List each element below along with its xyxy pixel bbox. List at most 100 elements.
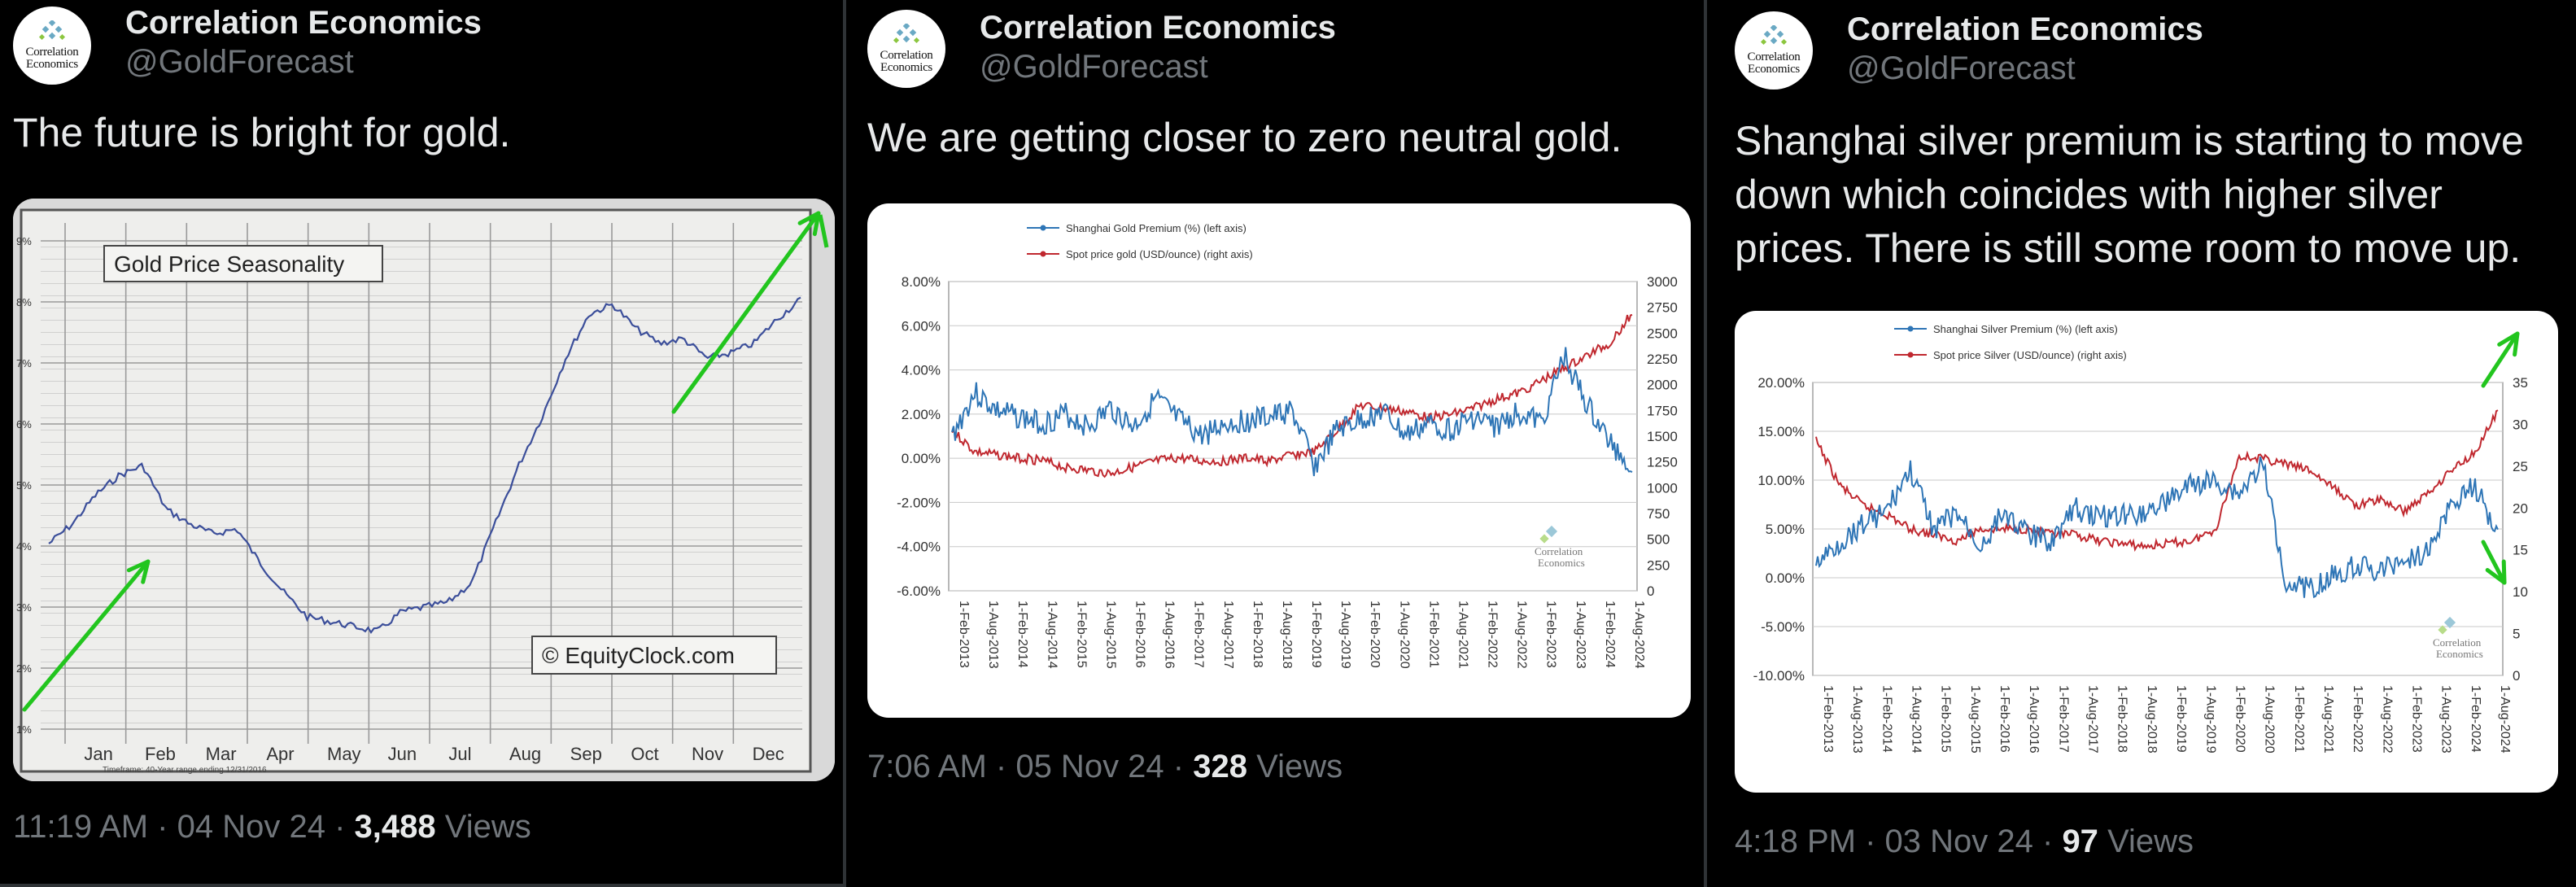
tweet-date[interactable]: 03 Nov 24	[1884, 824, 2033, 859]
y-tick-label: 9%	[16, 235, 32, 247]
x-axis-tick: 1-Aug-2020	[1397, 601, 1411, 669]
left-axis-tick: -6.00%	[897, 583, 941, 599]
annotation-arrow	[2481, 540, 2507, 585]
watermark-text: Economics	[1538, 557, 1585, 569]
left-axis-tick: 0.00%	[1766, 570, 1805, 586]
tweet-media-image[interactable]: Shanghai Silver Premium (%) (left axis) S…	[1735, 311, 2558, 793]
legend-marker	[1040, 225, 1046, 231]
x-axis-tick: 1-Aug-2018	[2145, 685, 2159, 754]
x-axis-tick: 1-Aug-2022	[1515, 601, 1529, 669]
month-label: May	[327, 744, 361, 764]
left-axis-tick: 5.00%	[1766, 522, 1805, 537]
x-axis-tick: 1-Aug-2014	[1045, 601, 1059, 669]
month-label: Sep	[570, 744, 602, 764]
panel-divider	[843, 0, 846, 887]
y-tick-label: 1%	[16, 723, 32, 736]
x-axis-tick: 1-Feb-2017	[2056, 685, 2070, 753]
avatar[interactable]: Correlation Economics	[1735, 11, 1813, 90]
x-axis-tick: 1-Aug-2017	[2086, 685, 2100, 754]
x-axis-tick: 1-Feb-2022	[1486, 601, 1500, 668]
y-tick-label: 3%	[16, 601, 32, 614]
x-axis-tick: 1-Aug-2015	[1968, 685, 1982, 754]
tweet-date[interactable]: 05 Nov 24	[1015, 749, 1164, 784]
month-label: Jul	[448, 744, 471, 764]
right-axis-tick: 35	[2513, 375, 2528, 391]
author-handle[interactable]: @GoldForecast	[980, 49, 1208, 85]
tweet-time[interactable]: 7:06 AM	[867, 749, 987, 784]
author-handle[interactable]: @GoldForecast	[1847, 50, 2076, 86]
x-axis-tick: 1-Feb-2023	[2409, 685, 2423, 753]
x-axis-tick: 1-Aug-2015	[1103, 601, 1117, 669]
tweet-media-image[interactable]: Shanghai Gold Premium (%) (left axis) Spo…	[867, 203, 1691, 718]
watermark-logo-icon	[1539, 534, 1549, 544]
chart-title: Gold Price Seasonality	[114, 251, 344, 277]
x-axis-tick: 1-Aug-2017	[1221, 601, 1235, 669]
month-label: Oct	[631, 744, 658, 764]
left-axis-tick: 0.00%	[902, 451, 941, 466]
x-axis-tick: 1-Feb-2016	[1133, 601, 1147, 668]
logo-mark-icon	[38, 20, 66, 41]
month-label: Mar	[206, 744, 237, 764]
right-axis-tick: 750	[1647, 506, 1670, 522]
right-axis-tick: 0	[2513, 668, 2520, 684]
x-axis-tick: 1-Aug-2018	[1280, 601, 1294, 669]
right-axis-tick: 1500	[1647, 429, 1678, 444]
left-axis-tick: -2.00%	[897, 495, 941, 510]
annotation-tick	[818, 214, 829, 248]
spot-price-line	[951, 313, 1633, 478]
separator	[0, 884, 843, 887]
right-axis-tick: 2750	[1647, 300, 1678, 316]
x-axis-tick: 1-Aug-2013	[1850, 685, 1864, 754]
left-axis-tick: 15.00%	[1757, 424, 1805, 439]
panel-divider	[1704, 0, 1707, 887]
x-axis-tick: 1-Feb-2014	[1880, 685, 1893, 753]
x-axis-tick: 1-Aug-2013	[986, 601, 1000, 669]
annotation-arrow	[22, 559, 151, 712]
tweet-date[interactable]: 04 Nov 24	[177, 809, 325, 845]
x-axis-tick: 1-Aug-2022	[2380, 685, 2394, 754]
avatar-text: Correlation Economics	[1747, 50, 1801, 76]
right-axis-tick: 15	[2513, 543, 2528, 558]
view-count: 328	[1193, 749, 1247, 784]
footnote: Timeframe: 40-Year range ending 12/31/20…	[103, 766, 267, 775]
x-axis-tick: 1-Feb-2023	[1544, 601, 1558, 668]
avatar[interactable]: Correlation Economics	[867, 10, 945, 88]
watermark-text: Economics	[2436, 648, 2483, 660]
logo-mark-icon	[893, 24, 920, 44]
tweet-text: Shanghai silver premium is starting to m…	[1735, 118, 2524, 271]
tweet-text: We are getting closer to zero neutral go…	[867, 115, 1622, 160]
x-axis-tick: 1-Feb-2022	[2351, 685, 2364, 753]
view-count: 3,488	[354, 809, 436, 845]
x-axis-tick: 1-Feb-2016	[1997, 685, 2011, 753]
watermark-text: Correlation	[2433, 636, 2482, 649]
left-axis-tick: 2.00%	[902, 407, 941, 422]
x-axis-tick: 1-Feb-2015	[1939, 685, 1953, 753]
chart-paper	[20, 208, 812, 773]
tweet-time[interactable]: 11:19 AM	[13, 809, 149, 845]
left-axis-tick: 4.00%	[902, 363, 941, 378]
x-axis-tick: 1-Feb-2019	[1309, 601, 1323, 668]
annotation-arrow-head	[126, 559, 151, 584]
month-label: Nov	[692, 744, 723, 764]
month-label: Dec	[753, 744, 784, 764]
right-axis-tick: 1750	[1647, 403, 1678, 418]
month-label: Jan	[84, 744, 112, 764]
author-name[interactable]: Correlation Economics	[125, 5, 482, 41]
avatar[interactable]: Correlation Economics	[13, 7, 91, 85]
x-axis-tick: 1-Feb-2020	[2233, 685, 2246, 753]
y-tick-label: 8%	[16, 296, 32, 308]
left-axis-tick: -4.00%	[897, 540, 941, 555]
left-axis-tick: 8.00%	[902, 274, 941, 290]
author-handle[interactable]: @GoldForecast	[125, 44, 354, 80]
seasonality-line	[48, 296, 801, 635]
month-label: Aug	[509, 744, 541, 764]
watermark-logo-icon	[1545, 525, 1558, 538]
x-axis-tick: 1-Feb-2014	[1015, 601, 1029, 668]
tweet-panel-3: Correlation Economics Correlation Economi…	[1707, 0, 2576, 887]
tweet-media-image[interactable]: 9% 8% 7% 6% 5% 4% 3% 2% 1% Jan Feb Mar Apr May Jun Jul A…	[13, 199, 835, 781]
chart-title-box	[103, 245, 383, 282]
tweet-time[interactable]: 4:18 PM	[1735, 824, 1856, 859]
author-name[interactable]: Correlation Economics	[980, 10, 1336, 46]
tweet-meta: 4:18 PM · 03 Nov 24 · 97 Views	[1735, 824, 2194, 859]
author-name[interactable]: Correlation Economics	[1847, 11, 2203, 47]
